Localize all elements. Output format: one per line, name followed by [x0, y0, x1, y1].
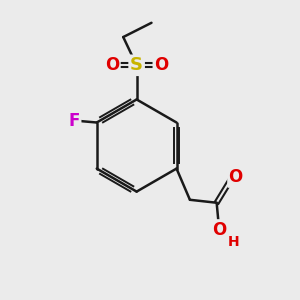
Text: O: O: [105, 56, 119, 74]
Text: F: F: [69, 112, 80, 130]
Text: O: O: [229, 169, 243, 187]
Text: S: S: [130, 56, 143, 74]
Text: O: O: [212, 220, 226, 238]
Text: H: H: [227, 236, 239, 250]
Text: O: O: [154, 56, 168, 74]
